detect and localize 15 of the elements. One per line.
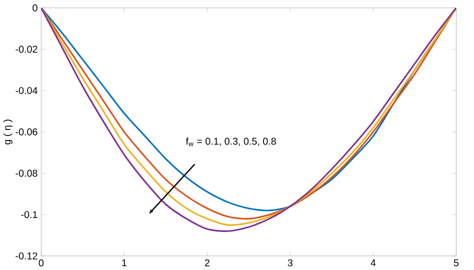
- annotation: f$_{w}$ = 0.1, 0.3, 0.5, 0.8: [186, 138, 276, 146]
- x-tick-label: 2: [204, 260, 210, 266]
- y-tick-label: -0.02: [16, 46, 38, 53]
- x-tick-label: 0: [38, 260, 44, 267]
- y-tick-label: -0.04: [16, 87, 38, 94]
- y-tick-label: -0.08: [16, 170, 38, 177]
- y-tick-label: -0.12: [16, 252, 38, 260]
- y-tick-label: -0.1: [21, 211, 38, 218]
- x-tick-label: 5: [454, 260, 459, 266]
- y-tick-label: 0: [32, 4, 38, 12]
- y-axis-title: g ( η ): [3, 120, 12, 145]
- x-tick-label: 1: [122, 260, 126, 266]
- x-tick-label: 3: [288, 260, 293, 267]
- x-tick-label: 4: [370, 260, 376, 266]
- y-tick-label: -0.06: [16, 128, 38, 136]
